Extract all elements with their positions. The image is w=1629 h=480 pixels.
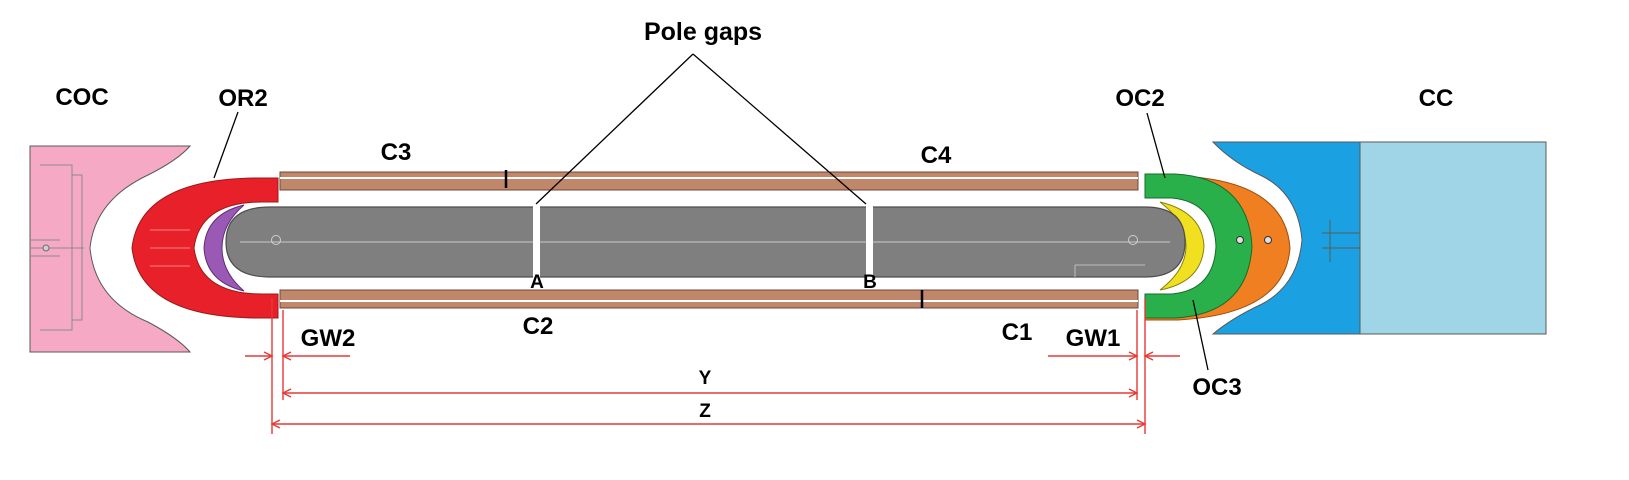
c3-label: C3 [381, 139, 412, 166]
pole-gap-a [533, 205, 540, 279]
upper-coil-strip [279, 170, 1139, 191]
coc-body [29, 145, 192, 353]
dimension-lines [245, 298, 1180, 434]
pole-gaps-title: Pole gaps [644, 18, 762, 46]
c4-label: C4 [921, 142, 952, 169]
cc-light-block [1359, 141, 1547, 335]
oc2-label: OC2 [1115, 85, 1164, 112]
oc2-coil-body [1144, 173, 1253, 319]
core [225, 205, 1186, 279]
purple-insert [203, 204, 245, 292]
cc-label: CC [1419, 85, 1454, 112]
or2-coil-lines [150, 229, 190, 267]
or2-label: OR2 [218, 85, 267, 112]
coc-inner-lines [30, 164, 84, 331]
core-left-pivot [271, 235, 281, 245]
oc3-label: OC3 [1192, 374, 1241, 401]
y-dimension-label: Y [699, 368, 712, 389]
gap-a-label: A [530, 272, 544, 293]
gw2-label: GW2 [301, 325, 356, 352]
pole-gaps-leader-b [692, 53, 867, 205]
c1-label: C1 [1002, 319, 1033, 346]
labels: Pole gaps COC OR2 C3 C4 OC2 CC A B C2 C1… [55, 18, 1453, 422]
c2-label: C2 [523, 313, 554, 340]
gap-b-label: B [863, 272, 877, 293]
or2-leader [213, 111, 239, 179]
lower-coil-strip [279, 289, 1139, 309]
cc-inner-lines [1322, 220, 1360, 262]
cc-block [1211, 141, 1547, 335]
core-step [1074, 264, 1145, 277]
oc3-leader [1192, 299, 1209, 371]
z-dimension-label: Z [699, 401, 711, 422]
oc2-bolt [1236, 236, 1244, 244]
or2-coil-body [131, 177, 279, 319]
core-right-pivot [1128, 235, 1138, 245]
leader-lines [213, 53, 1209, 371]
pole-gaps-leader-a [535, 53, 694, 205]
cc-blue-body [1211, 141, 1361, 335]
pole-gap-b [866, 205, 873, 279]
coc-bolt [42, 244, 50, 252]
coc-label: COC [55, 84, 108, 111]
oc2-leader [1146, 112, 1166, 179]
or2-coil [131, 177, 279, 319]
oc3-bolt [1264, 236, 1272, 244]
gw1-label: GW1 [1066, 325, 1121, 352]
coc-block [29, 145, 192, 353]
